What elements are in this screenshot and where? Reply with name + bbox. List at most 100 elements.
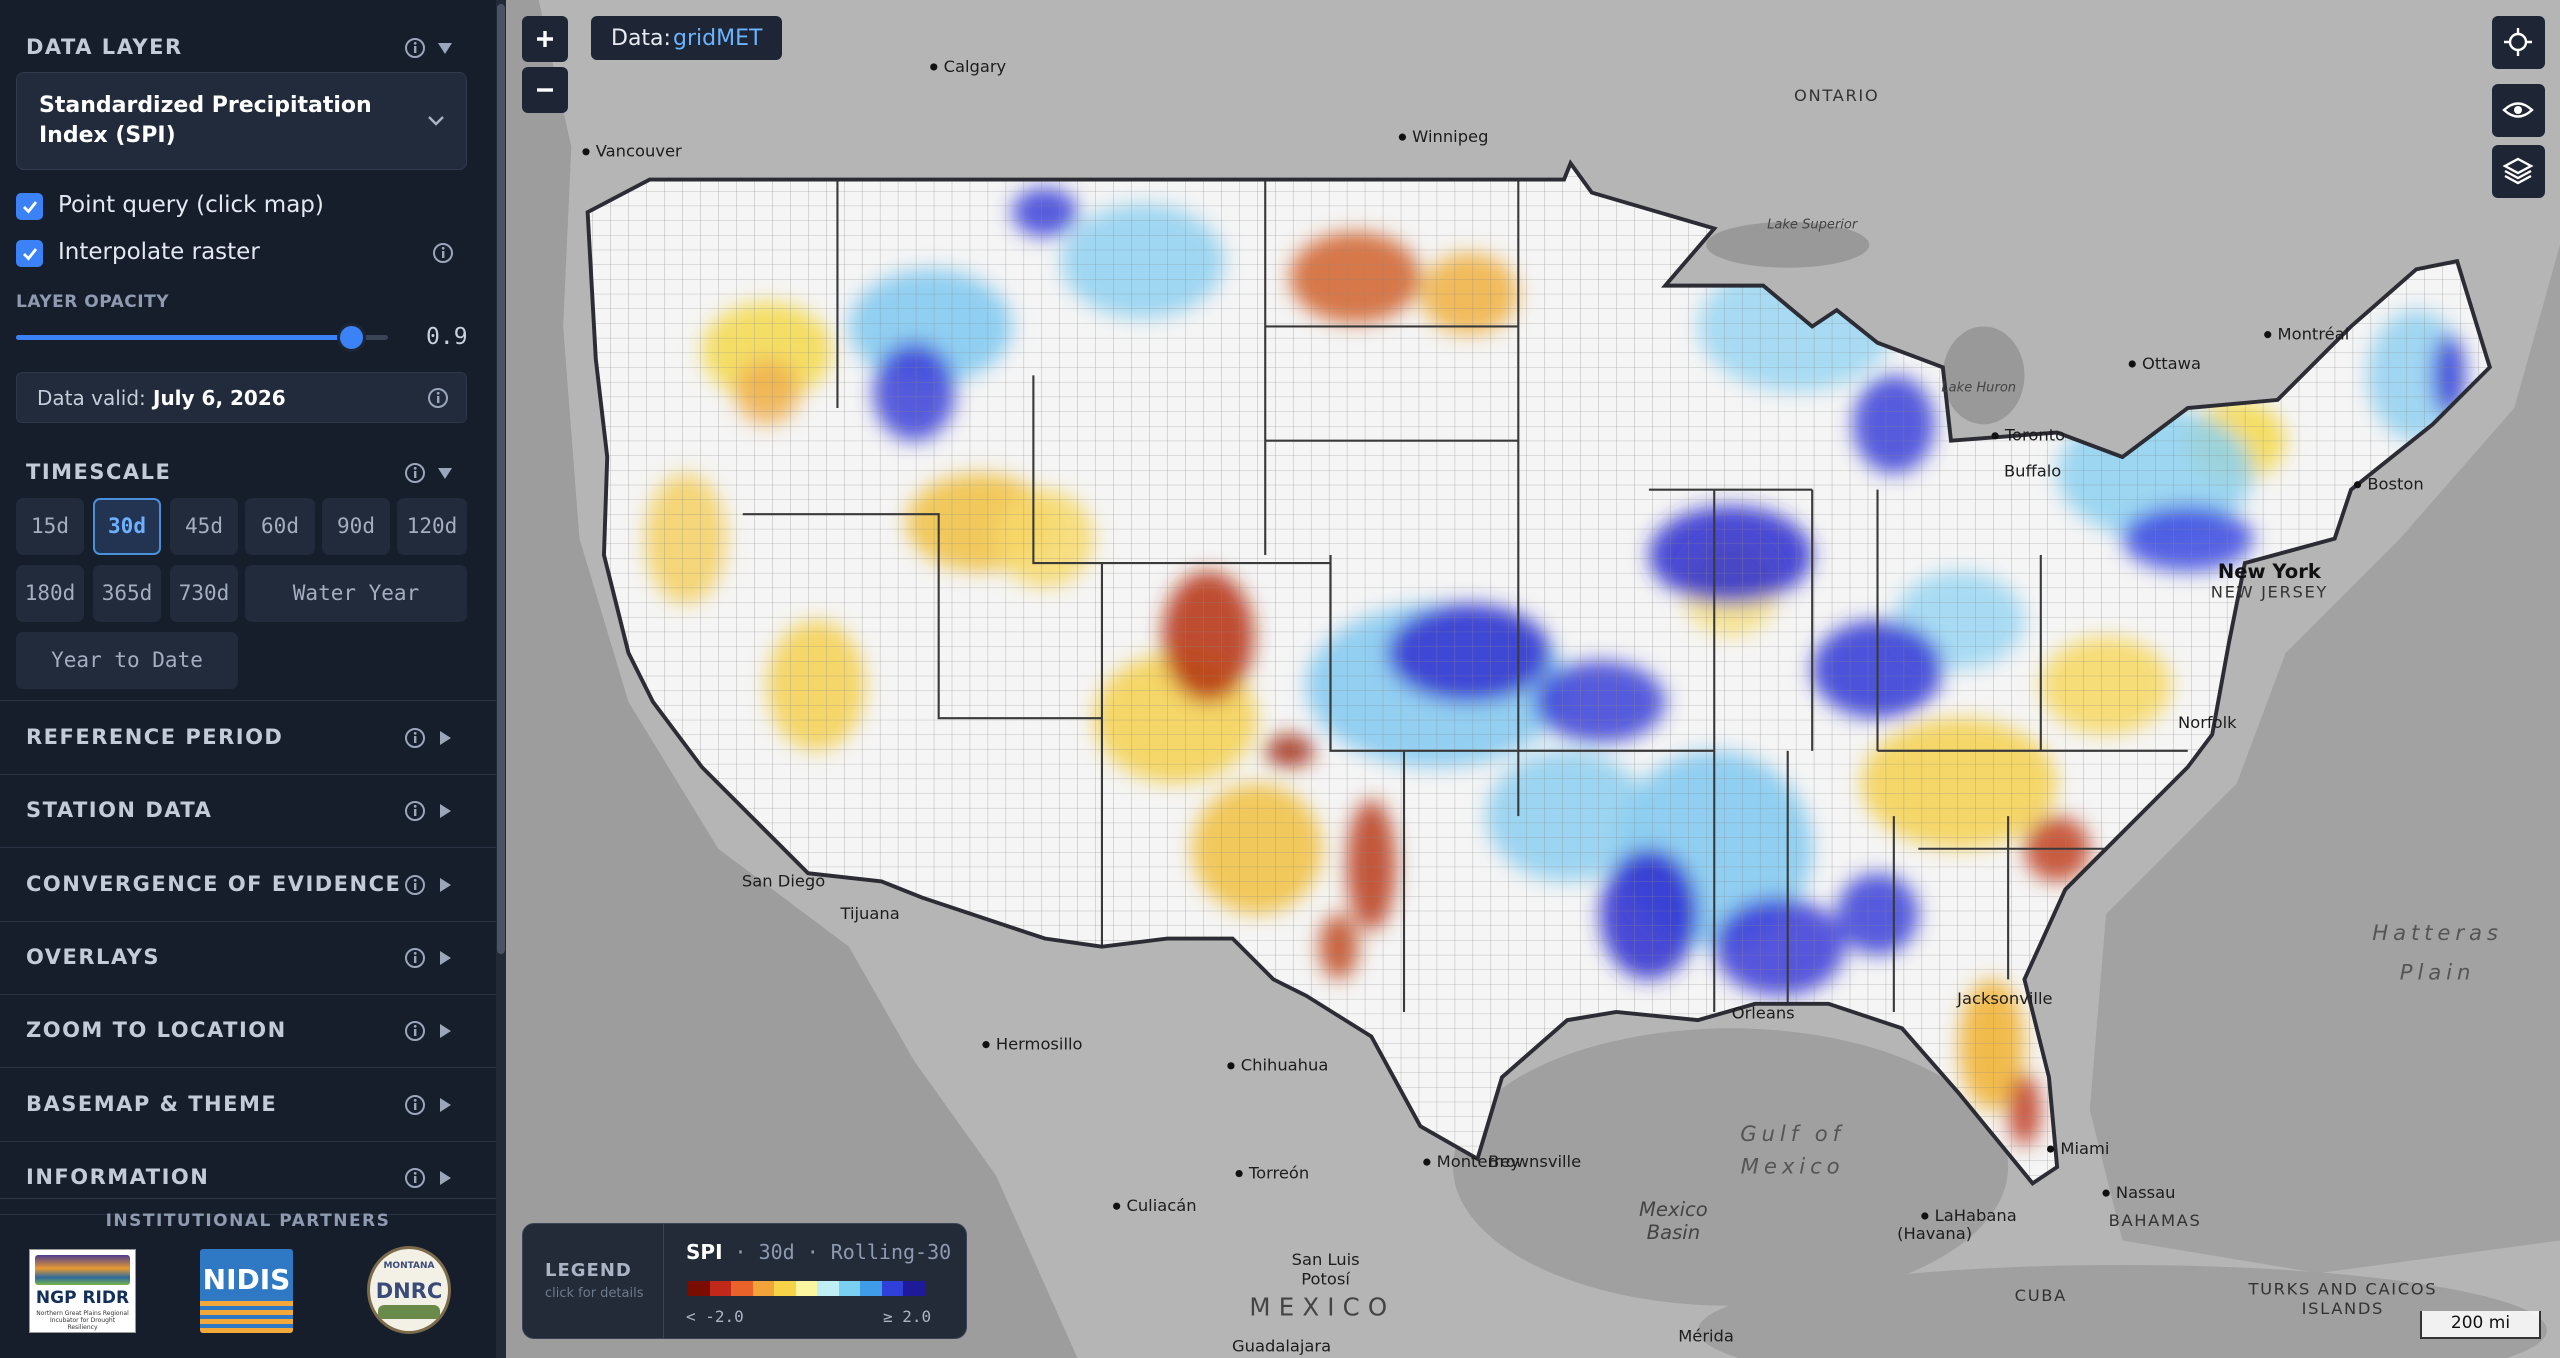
- timescale-button[interactable]: 730d: [170, 565, 238, 622]
- expand-arrow[interactable]: [437, 1023, 453, 1039]
- layer-select[interactable]: Standardized Precipitation Index (SPI): [16, 72, 467, 170]
- logo-nidis[interactable]: NIDIS: [200, 1249, 293, 1333]
- expand-arrow[interactable]: [437, 40, 453, 56]
- control-glyph: [2502, 157, 2534, 185]
- expand-arrow[interactable]: [437, 730, 453, 746]
- section-header[interactable]: BASEMAP & THEME: [26, 1091, 278, 1116]
- city-dot: [1113, 1202, 1121, 1210]
- arrow-glyph: [440, 950, 451, 965]
- info-icon[interactable]: [404, 874, 426, 896]
- info-glyph: [405, 1094, 425, 1115]
- info-stem: [414, 809, 417, 817]
- place-label: Brownsville: [1488, 1152, 1581, 1171]
- checkbox[interactable]: [16, 240, 43, 267]
- scale-bar: 200 mi: [2420, 1311, 2541, 1339]
- place-label: Culiacán: [1126, 1196, 1196, 1215]
- timescale-button[interactable]: 365d: [93, 565, 161, 622]
- legend-separator: ·: [806, 1240, 819, 1264]
- section-header[interactable]: OVERLAYS: [26, 944, 161, 969]
- info-icon[interactable]: [404, 947, 426, 969]
- legend-swatch: [774, 1281, 796, 1296]
- logo-name: NIDIS: [202, 1263, 291, 1296]
- city-dot: [2264, 331, 2272, 339]
- layers-button[interactable]: [2492, 145, 2545, 198]
- info-stem: [414, 1175, 417, 1183]
- expand-arrow[interactable]: [437, 1097, 453, 1113]
- place-label: Mérida: [1678, 1327, 1734, 1346]
- separator: [0, 847, 496, 849]
- section-header[interactable]: STATION DATA: [26, 798, 213, 823]
- place-label: Hermosillo: [996, 1035, 1083, 1054]
- expand-arrow[interactable]: [437, 465, 453, 481]
- section-header[interactable]: INFORMATION: [26, 1164, 210, 1189]
- control-glyph: [2502, 102, 2534, 118]
- section-header[interactable]: CONVERGENCE OF EVIDENCE: [26, 871, 402, 896]
- info-glyph: [405, 463, 425, 483]
- city-dot: [1398, 133, 1406, 141]
- separator: [0, 1140, 496, 1142]
- check-glyph: [23, 248, 38, 261]
- info-ring: [405, 1021, 425, 1042]
- scrollbar-thumb[interactable]: [497, 4, 505, 954]
- section-header[interactable]: DATA LAYER: [26, 35, 183, 59]
- info-glyph: [428, 388, 448, 408]
- data-source-name[interactable]: gridMET: [673, 26, 763, 51]
- zoom-out-button[interactable]: [522, 67, 568, 113]
- slider-thumb[interactable]: [336, 323, 366, 352]
- info-ring: [405, 801, 425, 822]
- logo-dnrc[interactable]: MONTANA DNRC: [367, 1246, 451, 1334]
- info-glyph: [405, 1167, 425, 1188]
- visibility-button[interactable]: [2492, 84, 2545, 137]
- locate-button[interactable]: [2492, 16, 2545, 69]
- sidebar-scrollbar[interactable]: [496, 0, 506, 1358]
- plus-glyph: [537, 31, 553, 47]
- city-dot: [1991, 432, 1999, 440]
- logo-ngp-ridr[interactable]: NGP RIDR Northern Great Plains Regional I…: [29, 1249, 136, 1333]
- place-label: Monterrey: [1437, 1152, 1521, 1171]
- timescale-button[interactable]: 120d: [397, 498, 467, 555]
- section-header[interactable]: REFERENCE PERIOD: [26, 725, 284, 749]
- timescale-button[interactable]: Year to Date: [16, 632, 238, 689]
- city-dot: [2102, 1189, 2110, 1197]
- logo-art: [35, 1255, 130, 1285]
- timescale-button[interactable]: 60d: [245, 498, 315, 555]
- city-dot: [1235, 1169, 1243, 1178]
- logo-name: NGP RIDR: [35, 1288, 130, 1308]
- info-icon[interactable]: [404, 1094, 426, 1116]
- info-icon[interactable]: [404, 37, 426, 59]
- checkbox[interactable]: [16, 193, 43, 220]
- timescale-button[interactable]: 180d: [16, 565, 84, 622]
- info-icon[interactable]: [404, 1167, 426, 1189]
- info-glyph: [405, 728, 425, 748]
- section-header[interactable]: TIMESCALE: [26, 460, 172, 484]
- expand-arrow[interactable]: [437, 1170, 453, 1186]
- info-icon[interactable]: [404, 727, 426, 749]
- timescale-button[interactable]: 90d: [322, 498, 390, 555]
- timescale-button[interactable]: Water Year: [245, 565, 467, 622]
- place-label: ONTARIO: [1794, 86, 1879, 105]
- timescale-button[interactable]: 30d: [93, 498, 161, 555]
- info-ring: [405, 874, 425, 895]
- info-icon[interactable]: [404, 462, 426, 484]
- info-icon[interactable]: [432, 242, 454, 264]
- legend[interactable]: LEGEND click for details SPI · 30d · Rolling-3…: [522, 1223, 967, 1339]
- lake: [1942, 326, 2025, 425]
- timescale-button[interactable]: 45d: [170, 498, 238, 555]
- timescale-button[interactable]: 15d: [16, 498, 84, 555]
- info-icon[interactable]: [427, 387, 449, 409]
- expand-arrow[interactable]: [437, 803, 453, 819]
- section-header[interactable]: ZOOM TO LOCATION: [26, 1018, 287, 1043]
- info-dot: [413, 1025, 417, 1028]
- info-stem: [442, 251, 445, 258]
- legend-swatch: [860, 1281, 882, 1296]
- map[interactable]: Calgary Vancouver Winnipeg ONTARIO Lake Supe…: [506, 0, 2560, 1358]
- minus-glyph: [537, 88, 553, 92]
- expand-arrow[interactable]: [437, 950, 453, 966]
- arrow-glyph: [440, 731, 451, 745]
- info-icon[interactable]: [404, 1020, 426, 1042]
- zoom-in-button[interactable]: [522, 16, 568, 62]
- info-icon[interactable]: [404, 800, 426, 822]
- place-label: Torreón: [1248, 1163, 1309, 1182]
- info-stem: [414, 1102, 417, 1110]
- expand-arrow[interactable]: [437, 877, 453, 893]
